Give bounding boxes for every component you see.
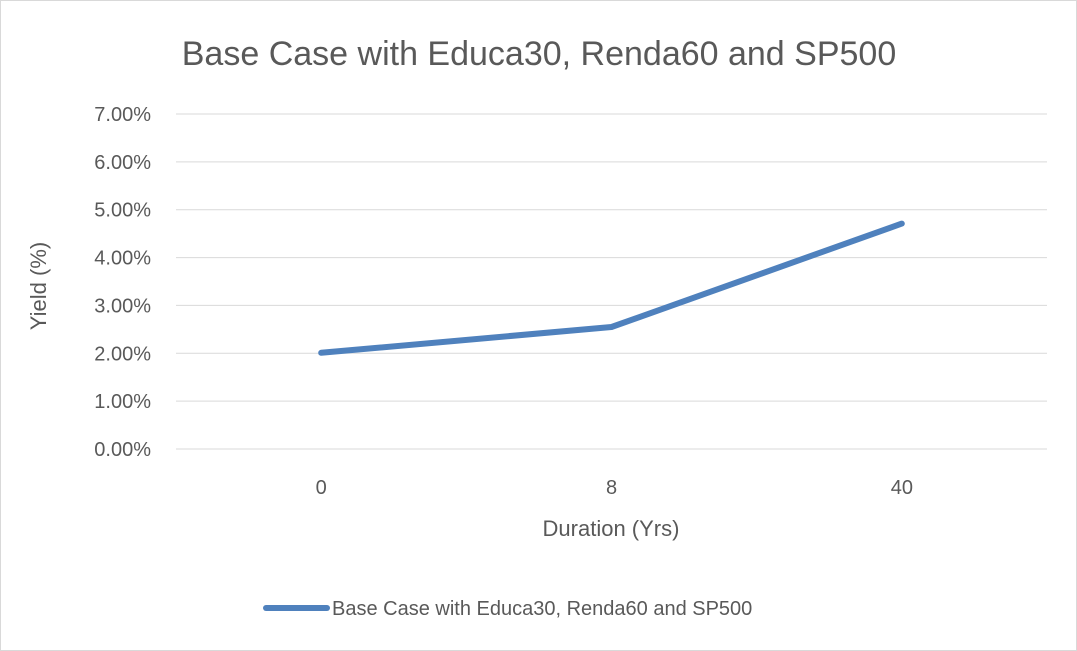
y-tick-label: 3.00% <box>94 295 151 317</box>
y-tick-label: 7.00% <box>94 104 151 126</box>
chart-title: Base Case with Educa30, Renda60 and SP50… <box>182 35 897 73</box>
legend: Base Case with Educa30, Renda60 and SP50… <box>263 598 752 620</box>
series-line <box>318 220 905 356</box>
x-tick-labels: 0 8 40 <box>316 477 913 499</box>
gridlines <box>176 113 1047 450</box>
x-tick-label: 40 <box>891 477 913 499</box>
x-tick-label: 0 <box>316 477 327 499</box>
y-tick-labels: 0.00% 1.00% 2.00% 3.00% 4.00% 5.00% 6.00% 7.00% <box>94 104 151 461</box>
x-tick-label: 8 <box>606 477 617 499</box>
y-tick-label: 1.00% <box>94 391 151 413</box>
y-tick-label: 0.00% <box>94 439 151 461</box>
legend-label: Base Case with Educa30, Renda60 and SP50… <box>332 598 752 620</box>
x-axis-title: Duration (Yrs) <box>543 516 680 541</box>
y-axis-title: Yield (%) <box>26 242 51 330</box>
series-lines <box>318 220 905 356</box>
y-tick-label: 4.00% <box>94 248 151 270</box>
y-tick-label: 5.00% <box>94 200 151 222</box>
y-tick-label: 2.00% <box>94 343 151 365</box>
y-tick-label: 6.00% <box>94 152 151 174</box>
